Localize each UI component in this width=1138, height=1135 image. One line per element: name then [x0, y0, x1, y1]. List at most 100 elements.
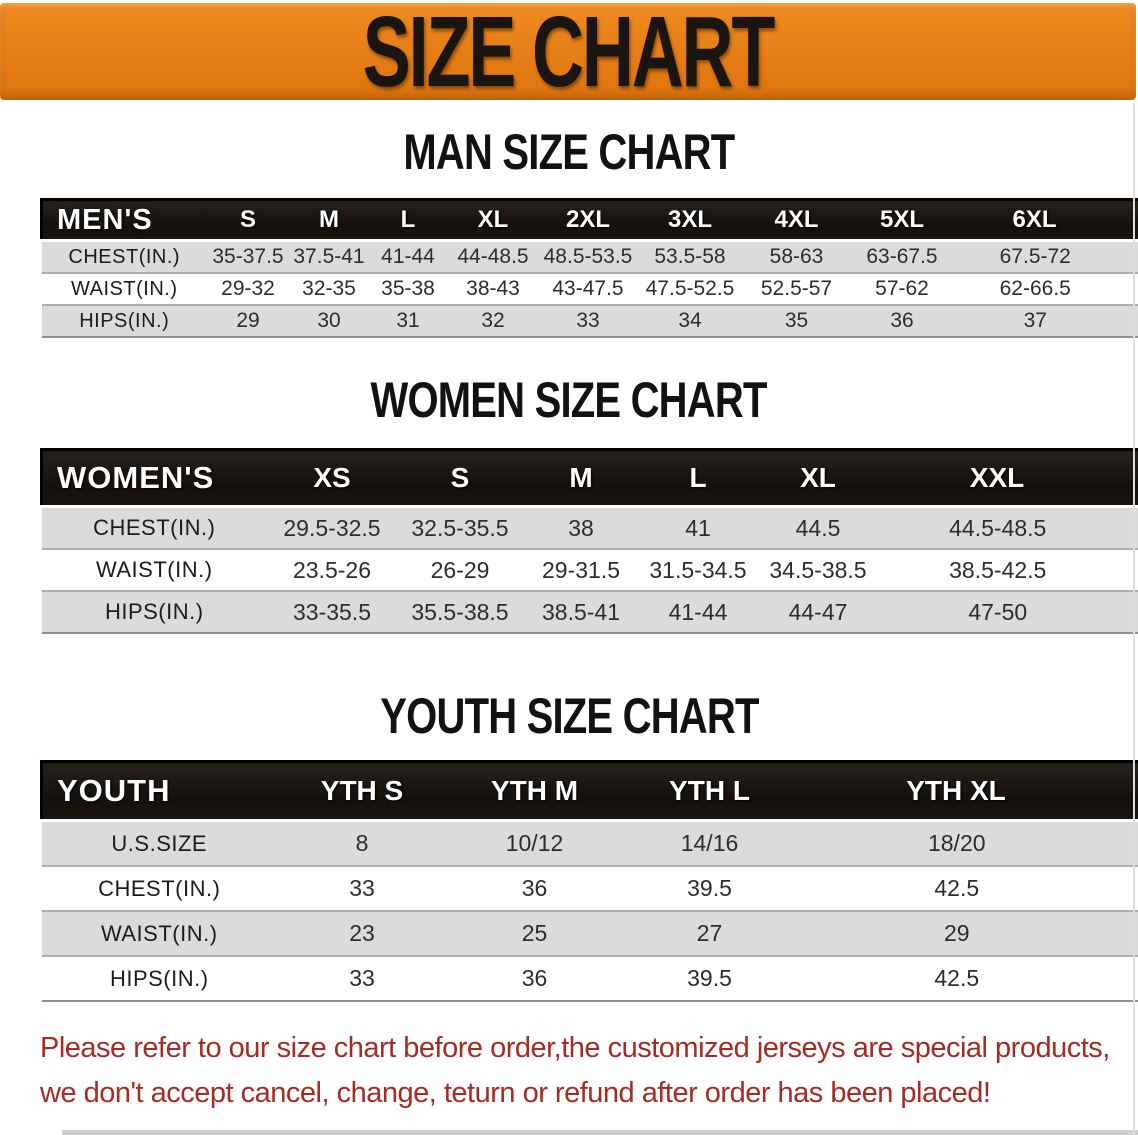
- size-value-cell: 29-31.5: [523, 549, 639, 591]
- men-size-column-header: M: [289, 200, 369, 241]
- disclaimer-line-1: Please refer to our size chart before or…: [40, 1026, 1138, 1071]
- size-value-cell: 32: [447, 305, 539, 337]
- size-value-cell: 29: [207, 305, 289, 337]
- size-value-cell: 52.5-57: [743, 273, 850, 305]
- size-value-cell: 43-47.5: [539, 273, 637, 305]
- size-value-cell: 10/12: [447, 821, 622, 867]
- women-size-column-header: S: [397, 450, 523, 507]
- size-value-cell: 31: [369, 305, 447, 337]
- men-size-column-header: 4XL: [743, 200, 850, 241]
- men-group-label: MEN'S: [42, 200, 208, 241]
- men-size-column-header: XL: [447, 200, 539, 241]
- women-size-column-header: L: [639, 450, 757, 507]
- youth-group-label: YOUTH: [42, 762, 278, 821]
- size-value-cell: 30: [289, 305, 369, 337]
- men-size-column-header: 5XL: [850, 200, 954, 241]
- women-section-heading: WOMEN SIZE CHART: [0, 374, 1138, 426]
- size-value-cell: 37.5-41: [289, 241, 369, 274]
- size-value-cell: 34.5-38.5: [757, 549, 879, 591]
- youth-size-column-header: YTH M: [447, 762, 622, 821]
- banner-title: SIZE CHART: [363, 2, 773, 102]
- size-value-cell: 35-38: [369, 273, 447, 305]
- man-section-heading-text: MAN SIZE CHART: [403, 123, 734, 181]
- size-value-cell: 62-66.5: [954, 273, 1138, 305]
- size-value-cell: 58-63: [743, 241, 850, 274]
- youth-size-column-header: YTH L: [622, 762, 797, 821]
- measure-row-label: HIPS(IN.): [42, 591, 268, 633]
- size-value-cell: 27: [622, 911, 797, 956]
- size-value-cell: 26-29: [397, 549, 523, 591]
- measure-row-label: WAIST(IN.): [42, 273, 208, 305]
- size-value-cell: 36: [850, 305, 954, 337]
- youth-section-heading-text: YOUTH SIZE CHART: [380, 687, 758, 745]
- disclaimer-text: Please refer to our size chart before or…: [40, 1026, 1138, 1116]
- size-value-cell: 41-44: [369, 241, 447, 274]
- size-value-cell: 47-50: [879, 591, 1138, 633]
- youth-section-heading: YOUTH SIZE CHART: [0, 690, 1138, 742]
- size-value-cell: 32-35: [289, 273, 369, 305]
- size-value-cell: 18/20: [797, 821, 1138, 867]
- size-value-cell: 53.5-58: [637, 241, 743, 274]
- size-value-cell: 35: [743, 305, 850, 337]
- size-value-cell: 57-62: [850, 273, 954, 305]
- size-value-cell: 44-48.5: [447, 241, 539, 274]
- size-value-cell: 63-67.5: [850, 241, 954, 274]
- size-value-cell: 36: [447, 956, 622, 1001]
- size-value-cell: 39.5: [622, 956, 797, 1001]
- size-value-cell: 23.5-26: [267, 549, 397, 591]
- measure-row-label: HIPS(IN.): [42, 305, 208, 337]
- size-value-cell: 33: [277, 956, 447, 1001]
- measure-row-label: CHEST(IN.): [42, 241, 208, 274]
- women-section-heading-text: WOMEN SIZE CHART: [371, 371, 767, 429]
- men-size-column-header: 6XL: [954, 200, 1138, 241]
- size-value-cell: 47.5-52.5: [637, 273, 743, 305]
- women-group-label: WOMEN'S: [42, 450, 268, 507]
- size-value-cell: 35-37.5: [207, 241, 289, 274]
- size-value-cell: 44.5-48.5: [879, 507, 1138, 550]
- disclaimer-line-2: we don't accept cancel, change, teturn o…: [40, 1071, 1138, 1116]
- size-value-cell: 41-44: [639, 591, 757, 633]
- men-size-column-header: S: [207, 200, 289, 241]
- measure-row-label: CHEST(IN.): [42, 507, 268, 550]
- size-value-cell: 33-35.5: [267, 591, 397, 633]
- women-size-column-header: XL: [757, 450, 879, 507]
- youth-size-column-header: YTH S: [277, 762, 447, 821]
- size-value-cell: 38-43: [447, 273, 539, 305]
- size-value-cell: 44-47: [757, 591, 879, 633]
- size-value-cell: 36: [447, 866, 622, 911]
- measure-row-label: U.S.SIZE: [42, 821, 278, 867]
- size-value-cell: 29.5-32.5: [267, 507, 397, 550]
- measure-row-label: WAIST(IN.): [42, 549, 268, 591]
- bottom-edge-strip: [62, 1130, 1138, 1135]
- size-value-cell: 41: [639, 507, 757, 550]
- youth-size-column-header: YTH XL: [797, 762, 1138, 821]
- size-value-cell: 67.5-72: [954, 241, 1138, 274]
- size-value-cell: 35.5-38.5: [397, 591, 523, 633]
- size-value-cell: 33: [277, 866, 447, 911]
- size-value-cell: 33: [539, 305, 637, 337]
- women-size-column-header: XXL: [879, 450, 1138, 507]
- right-edge-line: [1133, 103, 1135, 1135]
- size-value-cell: 14/16: [622, 821, 797, 867]
- women-size-column-header: M: [523, 450, 639, 507]
- size-value-cell: 34: [637, 305, 743, 337]
- size-value-cell: 38.5-42.5: [879, 549, 1138, 591]
- size-value-cell: 29: [797, 911, 1138, 956]
- size-value-cell: 32.5-35.5: [397, 507, 523, 550]
- measure-row-label: CHEST(IN.): [42, 866, 278, 911]
- size-value-cell: 8: [277, 821, 447, 867]
- men-size-column-header: 3XL: [637, 200, 743, 241]
- men-size-column-header: 2XL: [539, 200, 637, 241]
- size-value-cell: 42.5: [797, 866, 1138, 911]
- size-value-cell: 38.5-41: [523, 591, 639, 633]
